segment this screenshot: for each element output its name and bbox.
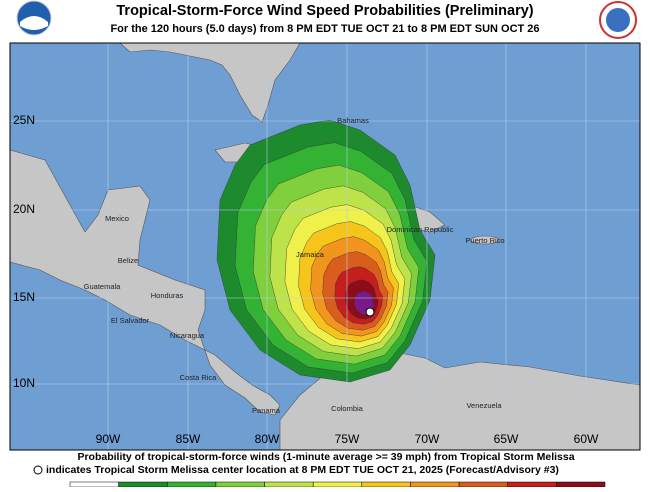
place-label: Costa Rica: [180, 373, 218, 382]
scale-swatch: [167, 481, 217, 488]
place-label: Dominican Republic: [387, 225, 454, 234]
color-scale: [69, 481, 606, 488]
scale-swatch: [69, 481, 119, 488]
probability-contours: [216, 119, 436, 383]
scale-swatch: [215, 481, 265, 488]
grid: 25N 20N 15N 10N 90W 85W 80W 75W 70W 65W 60W Bahamas…: [10, 43, 640, 450]
nws-logo-inner: [606, 8, 630, 32]
place-label: Mexico: [105, 214, 129, 223]
land-central-america: [9, 149, 281, 416]
lon-label: 85W: [176, 432, 201, 446]
place-label: Bahamas: [337, 116, 369, 125]
storm-center: [365, 307, 375, 317]
lat-label: 20N: [13, 202, 35, 216]
place-label: El Salvador: [111, 316, 150, 325]
place-label: Nicaragua: [170, 331, 205, 340]
lon-label: 90W: [96, 432, 121, 446]
lon-label: 70W: [415, 432, 440, 446]
subtitle: For the 120 hours (5.0 days) from 8 PM E…: [110, 23, 539, 35]
place-label: Venezuela: [466, 401, 502, 410]
land-usa: [119, 42, 301, 123]
map: 25N 20N 15N 10N 90W 85W 80W 75W 70W 65W 60W Bahamas…: [9, 42, 641, 451]
scale-swatch: [264, 481, 314, 488]
lon-label: 60W: [574, 432, 599, 446]
land-puerto-rico: [470, 235, 500, 245]
place-label: Honduras: [151, 291, 184, 300]
lat-label: 10N: [13, 376, 35, 390]
scale-swatch: [556, 481, 606, 488]
place-label: Puerto Rico: [465, 236, 504, 245]
scale-swatch: [507, 481, 557, 488]
place-label: Belize: [118, 256, 138, 265]
place-label: Panama: [252, 406, 281, 415]
scale-swatch: [312, 481, 363, 488]
place-label: Colombia: [331, 404, 364, 413]
noaa-logo-gull: [20, 16, 48, 30]
title: Tropical-Storm-Force Wind Speed Probabil…: [116, 3, 533, 19]
scale-swatch: [410, 481, 460, 488]
lon-label: 80W: [255, 432, 280, 446]
scale-swatch: [361, 481, 411, 488]
map-frame: [9, 42, 641, 451]
lon-label: 75W: [335, 432, 360, 446]
scale-swatch: [118, 481, 168, 488]
lat-label: 25N: [13, 113, 35, 127]
lon-label: 65W: [494, 432, 519, 446]
lat-label: 15N: [13, 290, 35, 304]
footer-line1: Probability of tropical-storm-force wind…: [77, 451, 574, 463]
place-label: Jamaica: [296, 250, 325, 259]
footer-line2: indicates Tropical Storm Melissa center …: [46, 464, 559, 476]
place-label: Guatemala: [84, 282, 122, 291]
center-symbol: [33, 465, 43, 475]
scale-swatch: [458, 481, 508, 488]
